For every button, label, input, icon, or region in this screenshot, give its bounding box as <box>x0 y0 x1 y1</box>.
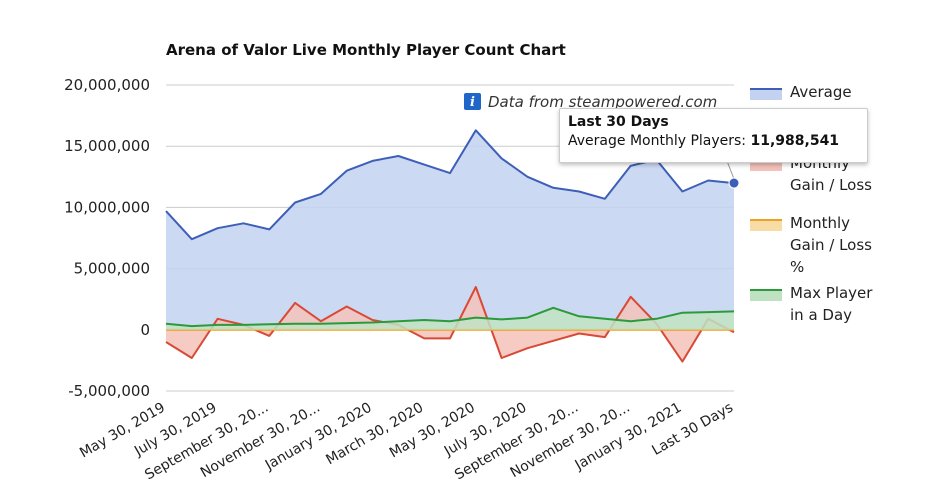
legend-label: % <box>790 258 804 276</box>
tooltip-body: Average Monthly Players: 11,988,541 <box>568 133 859 149</box>
y-tick-label: 20,000,000 <box>64 76 150 94</box>
chart-title: Arena of Valor Live Monthly Player Count… <box>166 41 566 59</box>
y-tick-label: -5,000,000 <box>68 382 150 400</box>
tooltip-label: Average Monthly Players: <box>568 133 751 149</box>
legend-label: Gain / Loss <box>790 236 872 254</box>
series-max-player-in-a-day <box>165 306 735 330</box>
legend-entry[interactable]: Average <box>750 83 852 101</box>
tooltip: Last 30 Days Average Monthly Players: 11… <box>559 108 868 163</box>
y-tick-label: 15,000,000 <box>64 137 150 155</box>
tooltip-pointer <box>726 160 735 180</box>
info-icon <box>464 93 481 110</box>
legend-swatch-fill <box>750 289 782 301</box>
series-line <box>165 286 735 363</box>
series-average <box>165 129 735 330</box>
source-note-text: Data from steampowered.com <box>488 93 717 111</box>
y-tick-label: 0 <box>140 321 150 339</box>
legend-label: Average <box>790 83 852 101</box>
y-tick-label: 5,000,000 <box>74 260 150 278</box>
legend-label: Max Player <box>790 284 873 302</box>
legend-label: in a Day <box>790 306 852 324</box>
legend-label: Gain / Loss <box>790 176 872 194</box>
legend-entry[interactable]: Max Player in a Day <box>750 284 873 324</box>
info-icon-glyph: i <box>470 95 475 110</box>
tooltip-title: Last 30 Days <box>568 114 669 130</box>
legend-swatch-fill <box>750 88 782 100</box>
tooltip-value: 11,988,541 <box>750 133 840 149</box>
x-tick-label: May 30, 2019 <box>77 400 168 462</box>
series-line <box>165 306 735 328</box>
legend-label: Monthly <box>790 214 850 232</box>
legend-swatch-fill <box>750 219 782 231</box>
y-axis: 20,000,000 15,000,000 10,000,000 5,000,000 0… <box>64 76 150 400</box>
legend-entry[interactable]: Monthly Gain / Loss% <box>750 214 872 276</box>
y-tick-label: 10,000,000 <box>64 198 150 216</box>
source-note: i Data from steampowered.com <box>464 93 717 111</box>
highlight-point[interactable] <box>728 177 740 189</box>
series-areas <box>165 129 740 363</box>
series-line <box>165 129 735 241</box>
series-area <box>166 130 734 330</box>
